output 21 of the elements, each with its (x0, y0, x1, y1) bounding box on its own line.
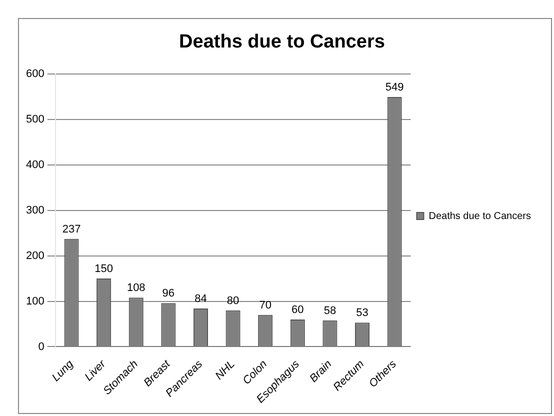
y-tick-label: 100 (26, 295, 44, 308)
data-label: 96 (162, 288, 175, 300)
legend-label: Deaths due to Cancers (428, 210, 531, 222)
x-tick-label: NHL (213, 358, 238, 382)
y-tick-label: 400 (26, 158, 44, 171)
data-label: 58 (324, 304, 336, 317)
data-label: 84 (194, 293, 207, 306)
y-tick-label: 0 (38, 340, 44, 353)
data-label: 60 (292, 304, 304, 316)
data-label: 150 (94, 263, 113, 276)
data-label: 70 (259, 299, 272, 312)
y-tick-label: 600 (26, 68, 44, 80)
chart-title: Deaths due to Cancers (179, 32, 385, 53)
data-label: 53 (356, 307, 368, 320)
data-label: 237 (62, 223, 81, 236)
data-label: 80 (226, 294, 240, 307)
y-tick-label: 300 (26, 204, 44, 216)
data-label: 108 (126, 282, 146, 294)
data-label: 549 (385, 82, 404, 94)
y-tick-label: 500 (26, 113, 44, 126)
y-tick-label: 200 (26, 250, 44, 262)
